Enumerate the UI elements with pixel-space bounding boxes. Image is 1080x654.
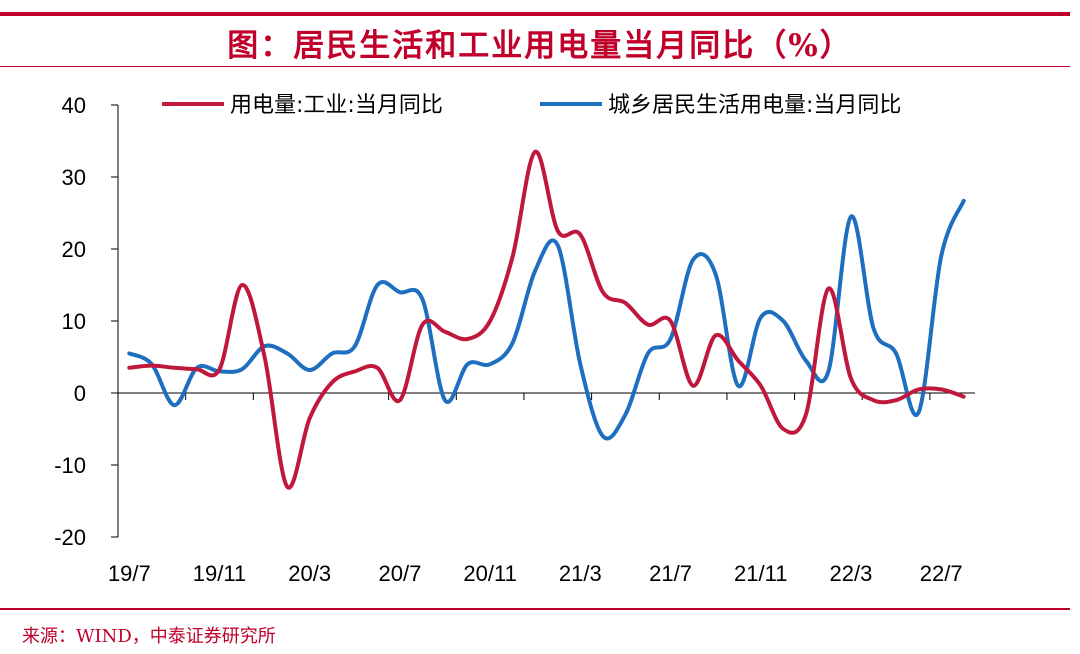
legend-label: 城乡居民生活用电量:当月同比 [608,93,901,118]
x-tick-label: 21/3 [559,561,602,586]
y-tick-label: -10 [54,453,86,478]
x-tick-label: 22/7 [920,561,963,586]
x-tick-label: 20/11 [463,561,516,586]
top-rule [0,12,1070,16]
x-tick-label: 21/11 [734,561,787,586]
y-tick-label: -20 [54,525,86,550]
y-tick-label: 30 [62,165,86,190]
series-line-industrial [127,149,966,490]
title-rule [0,66,1070,67]
x-tick-label: 20/7 [378,561,421,586]
bottom-rule [0,608,1070,610]
series-line-residential [127,198,966,441]
x-tick-label: 22/3 [830,561,873,586]
y-tick-label: 10 [62,309,86,334]
source-note: 来源：WIND，中泰证券研究所 [22,626,276,647]
x-tick-label: 20/3 [288,561,331,586]
x-tick-label: 19/11 [193,561,246,586]
y-tick-label: 20 [62,237,86,262]
figure-title: 图：居民生活和工业用电量当月同比（%） [227,28,853,64]
y-tick-label: 40 [62,93,86,118]
x-tick-label: 19/7 [108,561,151,586]
legend-label: 用电量:工业:当月同比 [230,93,443,118]
x-tick-label: 21/7 [649,561,692,586]
y-tick-label: 0 [74,381,86,406]
